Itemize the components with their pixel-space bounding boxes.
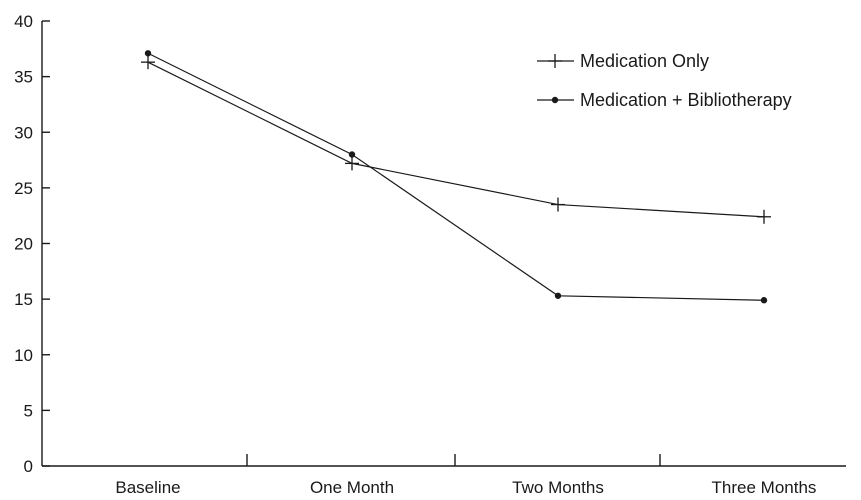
dot-marker — [554, 292, 562, 299]
y-tick-label: 5 — [24, 401, 33, 420]
plus-marker — [345, 156, 359, 171]
series-plus — [141, 55, 771, 224]
dot-marker — [551, 96, 559, 104]
legend-entry: Medication + Bibliotherapy — [537, 90, 792, 110]
dot-marker — [760, 297, 768, 304]
x-category-label: Three Months — [712, 478, 817, 497]
y-tick-label: 20 — [14, 235, 33, 254]
plus-marker — [757, 209, 771, 224]
x-category-label: Baseline — [115, 478, 180, 497]
y-tick-label: 35 — [14, 68, 33, 87]
series-layer — [141, 50, 771, 304]
legend: Medication Only Medication + Bibliotherap… — [537, 51, 792, 110]
y-tick-label: 15 — [14, 290, 33, 309]
y-tick-label: 10 — [14, 346, 33, 365]
plus-marker — [551, 197, 565, 212]
series-dot — [144, 50, 768, 304]
legend-label: Medication Only — [580, 51, 709, 71]
dot-marker — [144, 50, 152, 57]
dot-marker — [348, 151, 356, 158]
legend-entry: Medication Only — [537, 51, 709, 71]
y-axis-ticks: 0 5 10 15 20 25 30 35 40 — [14, 12, 50, 476]
x-category-label: Two Months — [512, 478, 604, 497]
series-line — [147, 52, 765, 301]
legend-label: Medication + Bibliotherapy — [580, 90, 792, 110]
y-tick-label: 30 — [14, 123, 33, 142]
axes — [41, 21, 846, 467]
x-category-label: One Month — [310, 478, 394, 497]
y-tick-label: 25 — [14, 179, 33, 198]
series-line — [147, 61, 765, 218]
y-tick-label: 40 — [14, 12, 33, 31]
plus-marker — [141, 55, 155, 70]
x-axis-ticks: Baseline One Month Two Months Three Months — [115, 454, 816, 497]
y-tick-label: 0 — [24, 457, 33, 476]
plus-marker — [548, 54, 562, 68]
